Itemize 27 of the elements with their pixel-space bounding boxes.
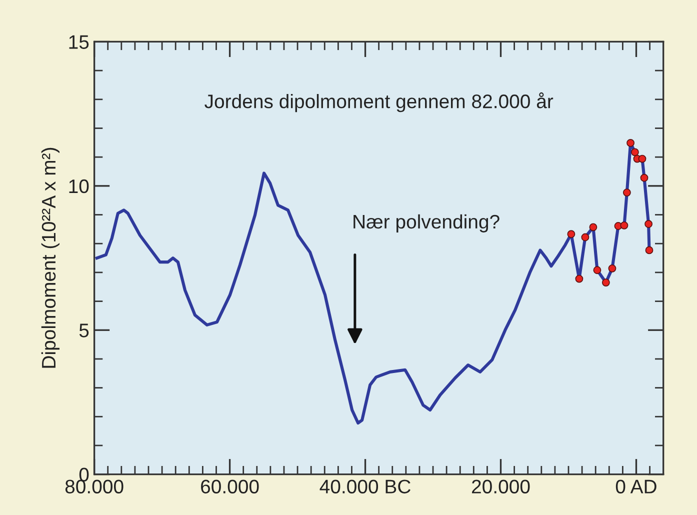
point [593,266,602,274]
point [575,274,584,283]
x-tick-label: 20.000 [472,480,530,494]
point [626,138,634,147]
point [581,233,590,242]
annotation: Nær polvending? [354,214,500,232]
point [620,221,628,230]
point [645,246,654,254]
point [644,220,653,228]
y-tick-label: 15 [69,35,89,49]
point [622,188,631,197]
y-axis-title: Dipolmoment (10²²A x m²) [41,148,60,368]
point [602,278,610,286]
point [640,174,648,182]
text: Jordens dipolmoment gennem 82.000 år [204,92,554,112]
point [567,230,576,238]
y-tick-label: 5 [79,324,89,338]
y-tick-label: 10 [69,179,89,194]
x-tick-label: 60.000 [201,480,259,494]
point [638,154,646,163]
x-tick-label: 40.000 BC [320,480,410,494]
y-tick-label: 0 [79,468,89,482]
point [630,148,639,156]
x-tick-label: 80.000 [65,480,124,494]
point [608,264,616,272]
x-tick-label: 0 AD [616,480,656,494]
point [589,223,598,232]
